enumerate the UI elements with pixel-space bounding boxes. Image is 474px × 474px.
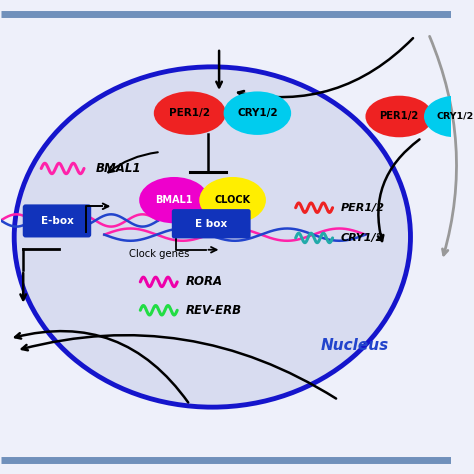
FancyBboxPatch shape [23, 204, 91, 237]
Text: CRY1/2: CRY1/2 [341, 233, 384, 243]
Ellipse shape [224, 91, 291, 135]
Ellipse shape [154, 91, 226, 135]
Text: REV-ERB: REV-ERB [185, 304, 241, 317]
Text: Nucleus: Nucleus [320, 338, 389, 354]
Text: Clock genes: Clock genes [129, 249, 190, 259]
Text: E box: E box [195, 219, 228, 229]
Ellipse shape [14, 67, 410, 407]
Text: PER1/2: PER1/2 [169, 108, 210, 118]
Text: RORA: RORA [185, 275, 222, 288]
Ellipse shape [424, 96, 474, 137]
Text: E-box: E-box [41, 216, 73, 226]
Text: BMAL1: BMAL1 [95, 162, 141, 175]
Text: CLOCK: CLOCK [215, 195, 251, 205]
FancyBboxPatch shape [172, 209, 251, 238]
Text: PER1/2: PER1/2 [380, 111, 419, 121]
Text: PER1/2: PER1/2 [341, 203, 385, 213]
Text: BMAL1: BMAL1 [155, 195, 193, 205]
Text: CRY1/2: CRY1/2 [437, 112, 474, 121]
Text: CRY1/2: CRY1/2 [237, 108, 278, 118]
Ellipse shape [365, 96, 433, 137]
Ellipse shape [139, 177, 209, 223]
Ellipse shape [199, 177, 266, 223]
